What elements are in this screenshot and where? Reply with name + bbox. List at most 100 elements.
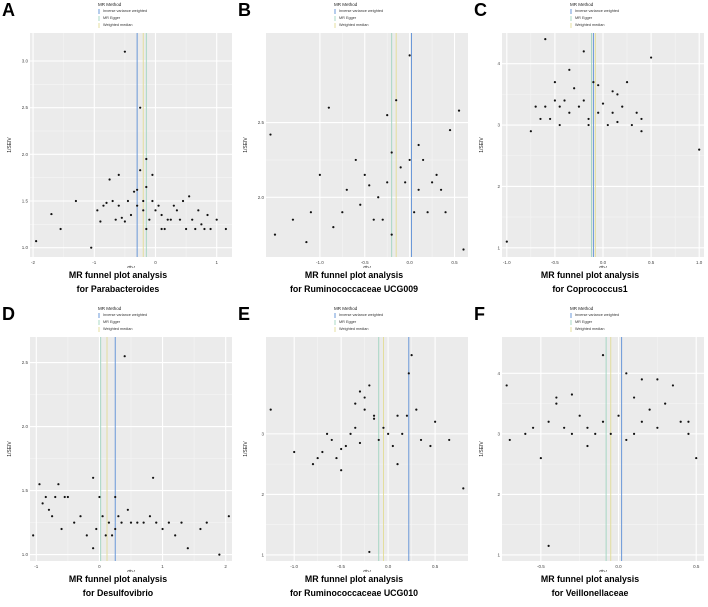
data-point (54, 495, 57, 499)
data-point (531, 426, 535, 429)
data-point (396, 414, 399, 417)
data-point (548, 117, 552, 121)
data-point (139, 106, 142, 109)
data-point (616, 120, 619, 124)
caption-line-2: for Veillonellaceae (551, 588, 629, 598)
data-point (664, 402, 667, 405)
data-point (390, 151, 393, 154)
data-point (573, 87, 576, 90)
caption-line-2: for Ruminococcaceae UCG009 (289, 284, 419, 294)
data-point (129, 521, 133, 524)
panel-a: A -2 -1 0 1 1.0 1.5 2.0 2.5 3.0 β̂IV 1/SEIV MR Meth… (0, 0, 236, 303)
data-point (66, 495, 69, 499)
data-point (430, 181, 434, 184)
legend-entry: Weighted median (103, 327, 132, 331)
y-tick-label: 2.0 (22, 424, 29, 429)
x-tick-label: -1.0 (503, 260, 511, 265)
data-point (102, 204, 105, 207)
data-point (405, 414, 409, 417)
funnel-plot: -1.0 -0.5 0.0 0.5 1.0 1 2 3 4 β̂IV 1/SEIV MR Method… (479, 2, 704, 272)
data-point (316, 456, 319, 460)
x-tick-label: 0 (154, 260, 157, 265)
legend-entry: Weighted median (575, 23, 604, 27)
data-point (38, 483, 41, 486)
data-point (73, 521, 76, 524)
data-point (63, 495, 66, 499)
y-tick-label: 1 (261, 552, 264, 557)
data-point (635, 111, 638, 114)
data-point (104, 534, 107, 537)
data-point (59, 227, 62, 231)
data-point (609, 432, 612, 435)
data-point (174, 534, 177, 537)
data-point (422, 158, 425, 162)
data-point (587, 123, 590, 127)
data-point (568, 68, 571, 71)
y-tick-label: 2.5 (258, 120, 265, 125)
data-point (558, 123, 561, 127)
data-point (408, 54, 411, 57)
data-point (656, 426, 659, 429)
data-point (524, 432, 527, 435)
data-point (180, 521, 183, 524)
data-point (386, 181, 389, 184)
panel-d: D -1 0 1 2 1.0 1.5 2.0 2.5 β̂IV 1/SEIV MR Method In… (0, 304, 236, 607)
data-point (698, 148, 701, 151)
data-point (606, 123, 609, 127)
data-point (408, 158, 411, 162)
legend-entry: MR Egger (103, 16, 121, 20)
data-point (142, 521, 145, 524)
data-point (327, 106, 330, 109)
data-point (151, 173, 154, 176)
x-tick-label: 0.5 (648, 260, 655, 265)
data-point (175, 209, 179, 212)
data-point (186, 547, 189, 550)
data-point (145, 157, 148, 161)
x-tick-label: -0.5 (361, 260, 369, 265)
data-point (123, 220, 126, 223)
data-point (321, 450, 324, 454)
data-point (649, 56, 653, 59)
data-point (687, 420, 690, 423)
x-tick-label: 0.5 (432, 564, 439, 569)
data-point (107, 521, 111, 524)
data-point (363, 173, 366, 176)
data-point (114, 527, 117, 531)
data-point (349, 432, 352, 435)
data-point (114, 495, 117, 499)
data-point (386, 114, 389, 117)
data-point (145, 227, 148, 231)
legend-entry: Weighted median (339, 23, 368, 27)
data-point (184, 227, 188, 231)
panel-letter: D (2, 304, 15, 324)
legend-entry: MR Egger (339, 16, 357, 20)
panel-letter: B (238, 0, 251, 20)
caption-line-1: MR funnel plot analysis (540, 574, 640, 584)
data-point (413, 211, 416, 214)
x-tick-label: -2 (31, 260, 35, 265)
y-tick-label: 3 (261, 431, 264, 436)
y-tick-label: 4 (497, 61, 500, 66)
data-point (395, 99, 398, 102)
data-point (161, 527, 164, 531)
data-point (330, 438, 333, 442)
data-point (151, 199, 154, 203)
data-point (448, 438, 451, 442)
data-point (640, 420, 643, 423)
data-point (640, 378, 643, 381)
legend-entry: Inverse variance weighted (575, 313, 619, 317)
caption-line-2: for Desulfovibrio (82, 588, 154, 598)
data-point (555, 396, 558, 399)
data-point (363, 396, 366, 399)
x-tick-label: 0.0 (385, 564, 392, 569)
data-point (151, 476, 155, 479)
legend-entry: Weighted median (339, 327, 368, 331)
caption-line-2: for Ruminococcaceae UCG010 (289, 588, 419, 598)
data-point (547, 544, 550, 547)
data-point (145, 185, 148, 189)
legend-entry: Inverse variance weighted (103, 313, 147, 317)
legend-entry: Inverse variance weighted (339, 9, 383, 13)
data-point (439, 188, 443, 191)
data-point (96, 209, 99, 212)
data-point (632, 396, 636, 399)
